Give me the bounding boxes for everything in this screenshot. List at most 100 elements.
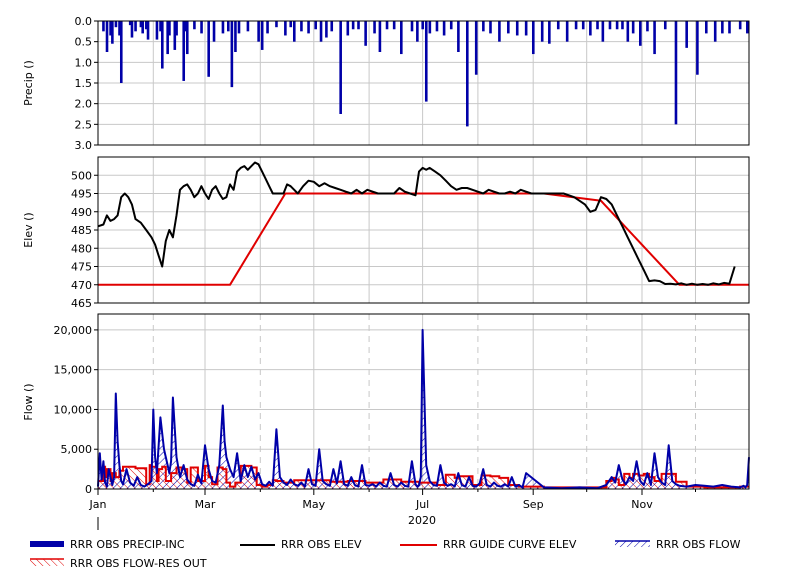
precip-bar [166, 21, 169, 55]
legend-item-elev: RRR OBS ELEV [240, 538, 362, 551]
precip-bar [410, 21, 414, 32]
precip-bar [212, 21, 216, 42]
precip-bar [524, 21, 528, 36]
x-tick-label: Sep [523, 498, 544, 511]
precip-bar [548, 21, 551, 44]
elev-guide-line [98, 192, 749, 286]
precip-bar [325, 21, 328, 38]
precip-bar [307, 21, 310, 34]
precip-bar [260, 21, 264, 50]
precip-bar [540, 21, 544, 42]
y-tick-label: 0.5 [75, 36, 93, 49]
precip-bar [728, 21, 731, 34]
elev-ylabel: Elev () [22, 212, 35, 247]
precip-bar [292, 21, 296, 42]
precip-bar [119, 21, 123, 83]
precip-bar [474, 21, 478, 75]
legend-swatch-precip [30, 541, 64, 547]
precip-bar [182, 21, 186, 81]
precip-bar [498, 21, 501, 42]
precip-bar [227, 21, 230, 32]
precip-bar [319, 21, 323, 42]
elev-panel: 465 470 475 480 485 490 495 500 Elev () [22, 156, 750, 310]
precip-bar [696, 21, 699, 75]
precip-bar [146, 21, 150, 40]
precip-bar [234, 21, 237, 52]
precip-grid [98, 20, 749, 146]
precip-bar [357, 21, 360, 30]
precip-bar [300, 21, 303, 32]
precip-bar [489, 21, 492, 34]
precip-bar [134, 21, 137, 32]
precip-bar [581, 21, 585, 30]
precip-bar [289, 21, 293, 28]
flow-obs-area [98, 329, 749, 489]
precip-bar [139, 21, 143, 28]
precip-bar [161, 21, 164, 69]
y-tick-label: 490 [71, 206, 92, 219]
elev-obs-line [97, 161, 736, 286]
precip-bar [449, 21, 453, 30]
precip-bar [515, 21, 519, 36]
precip-panel: 0.0 0.5 1.0 1.5 2.0 2.5 3.0 Precip () [22, 15, 750, 152]
y-tick-label: 15,000 [54, 364, 93, 377]
precip-bar [646, 21, 649, 32]
y-tick-label: 1.5 [75, 77, 93, 90]
precip-bar [207, 21, 210, 77]
precip-bar [507, 21, 510, 34]
precip-bar [284, 21, 287, 36]
precip-bar [221, 21, 225, 34]
y-tick-label: 10,000 [54, 403, 93, 416]
precip-bar [713, 21, 717, 42]
precip-bar [257, 21, 260, 42]
precip-bar [155, 21, 159, 40]
precip-bar [364, 21, 367, 46]
precip-bar [435, 21, 439, 32]
y-tick-label: 1.0 [75, 56, 93, 69]
x-axis-year-label: 2020 [408, 514, 436, 527]
x-tick-label: May [302, 498, 325, 511]
legend-swatch-resout [30, 559, 64, 566]
precip-bar [596, 21, 599, 30]
precip-bar [266, 21, 269, 34]
flow-ylabel: Flow () [22, 383, 35, 420]
precip-bar [457, 21, 460, 52]
precip-bar [428, 21, 432, 34]
precip-bar [339, 21, 342, 114]
y-tick-label: 470 [71, 279, 92, 292]
precip-bar [185, 21, 189, 55]
flow-yticks: 0 5,000 10,000 15,000 20,000 [54, 324, 98, 496]
legend-item-resout: RRR OBS FLOW-RES OUT [30, 557, 207, 570]
precip-bar [373, 21, 376, 34]
precip-bar [608, 21, 612, 30]
precip-bar [631, 21, 635, 34]
precip-bar [721, 21, 724, 34]
precip-bar [556, 21, 560, 30]
y-tick-label: 485 [71, 224, 92, 237]
precip-bar [246, 21, 250, 32]
precip-bar [346, 21, 350, 36]
elev-lines [97, 161, 749, 286]
precip-bar [130, 21, 134, 38]
precip-yticks: 0.0 0.5 1.0 1.5 2.0 2.5 3.0 [75, 15, 98, 152]
precip-bar [105, 21, 109, 52]
precip-bar [653, 21, 656, 55]
legend-label-guide: RRR GUIDE CURVE ELEV [443, 538, 577, 551]
precip-bar [168, 21, 171, 36]
precip-bar [175, 21, 178, 36]
precip-bar [102, 21, 105, 32]
precip-bar [128, 21, 132, 26]
precip-bar [621, 21, 624, 30]
precip-bar [193, 21, 196, 30]
legend-label-flow: RRR OBS FLOW [656, 538, 741, 551]
precip-bar [237, 21, 241, 34]
precip-bar [601, 21, 605, 42]
precip-bar [615, 21, 619, 30]
y-tick-label: 480 [71, 242, 92, 255]
precip-bar [330, 21, 334, 32]
precip-bar [704, 21, 708, 34]
x-axis: Jan Mar May Jul Sep Nov [89, 489, 696, 511]
legend: RRR OBS PRECIP-INC RRR OBS ELEV RRR GUID… [30, 538, 741, 570]
y-tick-label: 465 [71, 297, 92, 310]
